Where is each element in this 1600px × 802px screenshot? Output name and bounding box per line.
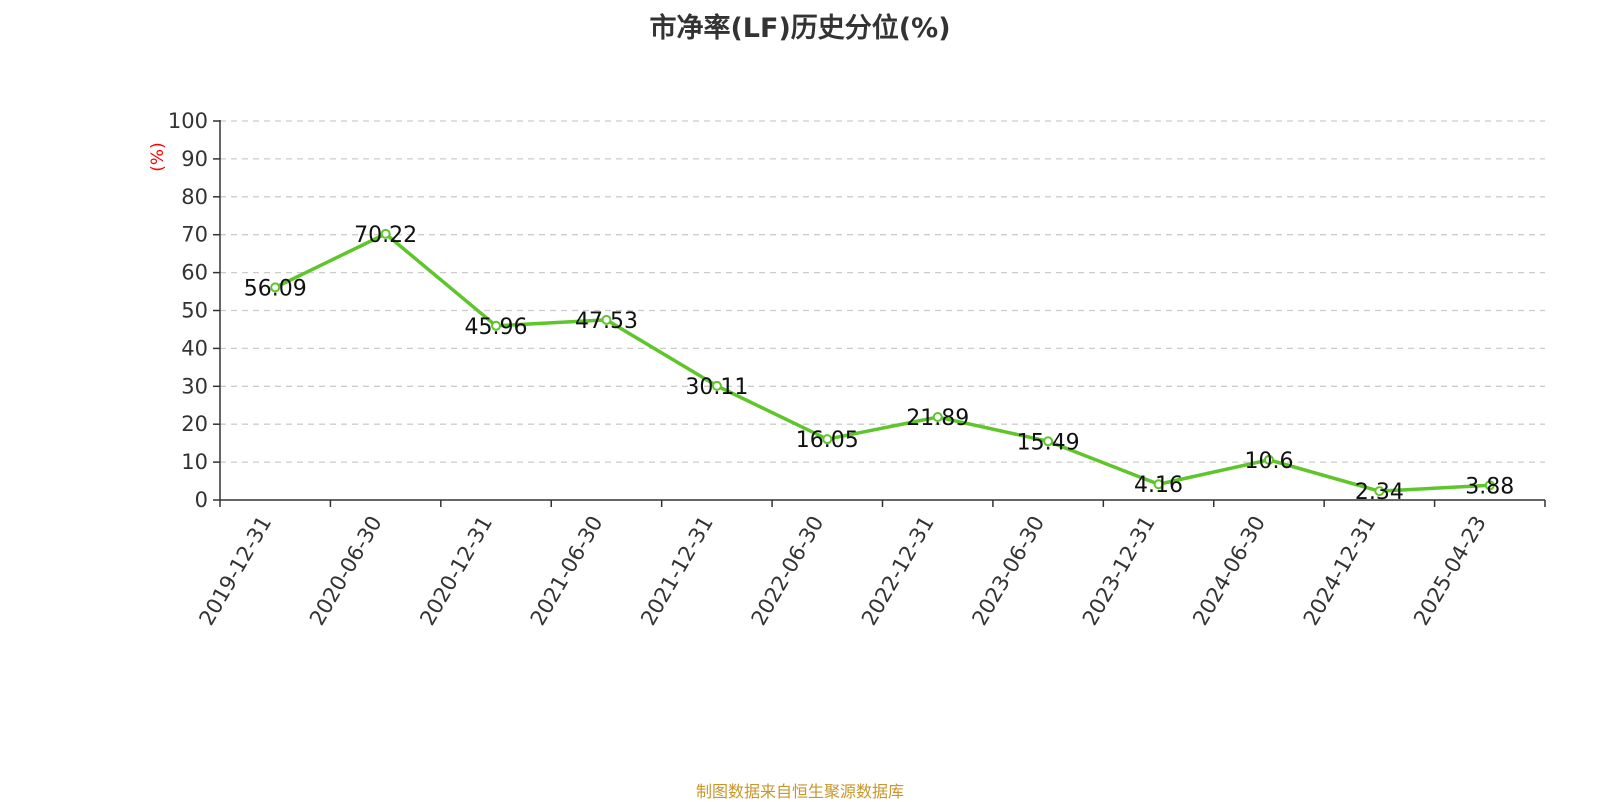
data-point [1153, 479, 1164, 490]
data-point [380, 228, 391, 239]
data-label: 16.05 [796, 428, 859, 453]
x-tick-labels: 2019-12-31 2020-06-30 2020-12-31 2021-06-30… [194, 512, 1490, 630]
data-point [1374, 486, 1385, 497]
y-tick-label: 70 [181, 223, 208, 247]
data-points [270, 228, 1495, 497]
x-tick-label: 2020-06-30 [305, 512, 387, 630]
source-note: 制图数据来自恒生聚源数据库 [695, 782, 904, 801]
y-tick-label: 80 [181, 185, 208, 209]
data-label: 4.16 [1134, 473, 1183, 498]
x-tick-label: 2023-06-30 [967, 512, 1049, 630]
chart-title: 市净率(LF)历史分位(%) [649, 13, 951, 44]
y-tick-label: 90 [181, 147, 208, 171]
data-point [270, 282, 281, 293]
y-tick-label: 50 [181, 299, 208, 323]
x-tick-label: 2024-06-30 [1188, 512, 1270, 630]
x-tick-label: 2023-12-31 [1078, 512, 1160, 630]
data-label: 2.34 [1355, 480, 1404, 505]
data-label: 21.89 [906, 406, 969, 431]
x-tick-label: 2020-12-31 [415, 512, 497, 630]
data-label: 56.09 [244, 276, 307, 301]
x-tick-label: 2022-12-31 [857, 512, 939, 630]
x-tick-label: 2025-04-23 [1409, 512, 1491, 630]
data-labels: 56.09 70.22 45.96 47.53 30.11 16.05 21.89 15.49… [244, 223, 1515, 505]
data-label: 70.22 [354, 223, 417, 248]
data-point [711, 380, 722, 391]
x-tick-label: 2019-12-31 [194, 512, 276, 630]
y-tick-labels: 0 10 20 30 40 50 60 70 80 90 100 [168, 109, 208, 512]
data-point [491, 320, 502, 331]
y-tick-label: 30 [181, 374, 208, 398]
series-line [274, 232, 1490, 493]
x-tick-label: 2021-12-31 [636, 512, 718, 630]
data-label: 3.88 [1465, 474, 1514, 499]
data-point [1263, 454, 1274, 465]
data-label: 15.49 [1017, 430, 1080, 455]
data-label: 47.53 [575, 309, 638, 334]
series-line-group [274, 232, 1490, 493]
data-label: 30.11 [685, 375, 748, 400]
x-tick-label: 2022-06-30 [747, 512, 829, 630]
data-point [932, 412, 943, 423]
y-tick-label: 40 [181, 336, 208, 360]
axes [213, 120, 1546, 507]
grid-lines [220, 120, 1545, 463]
data-label: 10.6 [1244, 449, 1293, 474]
y-tick-label: 10 [181, 450, 208, 474]
y-tick-label: 20 [181, 412, 208, 436]
y-tick-label: 60 [181, 261, 208, 285]
y-tick-label: 0 [195, 488, 208, 512]
data-point [1484, 480, 1495, 491]
data-point [822, 434, 833, 445]
data-label: 45.96 [465, 315, 528, 340]
y-axis-unit-label: (%) [148, 142, 168, 171]
data-point [1043, 436, 1054, 447]
data-point [601, 314, 612, 325]
y-tick-label: 100 [168, 109, 208, 133]
x-tick-label: 2024-12-31 [1299, 512, 1381, 630]
x-tick-label: 2021-06-30 [526, 512, 608, 630]
